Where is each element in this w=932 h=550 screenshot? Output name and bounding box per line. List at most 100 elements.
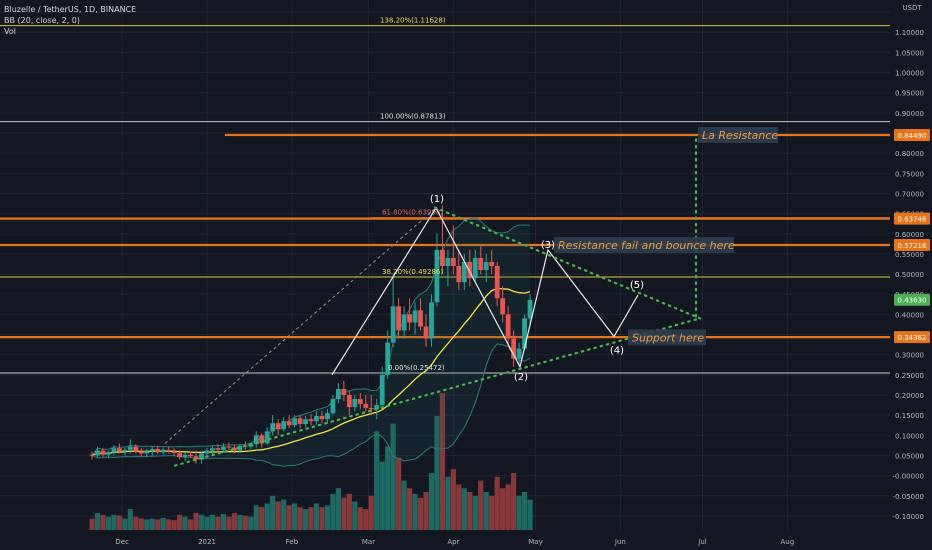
candle-body	[456, 266, 462, 283]
candle-body	[221, 446, 226, 450]
time-tick-label: 2021	[198, 538, 216, 546]
annotation-text: Resistance fail and bounce here	[558, 239, 735, 252]
legend-bb[interactable]: BB (20, close, 2, 0)	[4, 16, 80, 25]
price-tick-label: 0.60000	[895, 231, 924, 239]
volume-bar	[511, 473, 517, 530]
annotation-box	[628, 329, 706, 346]
support-trendline	[173, 317, 702, 467]
volume-bar	[166, 519, 172, 530]
candle-body	[374, 405, 380, 410]
price-tick-label: 0.25000	[895, 372, 924, 380]
candle-body	[363, 403, 369, 408]
volume-bar	[291, 503, 298, 530]
price-tick-label: 0.15000	[895, 412, 924, 420]
price-label-box	[894, 212, 930, 225]
candle-body	[500, 298, 506, 315]
price-tick-label: 0.30000	[895, 352, 924, 360]
volume-bar	[193, 512, 199, 530]
volume-bar	[138, 518, 144, 530]
volume-bar	[160, 517, 166, 530]
volume-bar	[302, 509, 309, 530]
fib-level-label: 0.00%(0.25472)	[388, 364, 445, 372]
volume-bar	[226, 516, 232, 530]
price-label-text: 0.57216	[898, 242, 927, 250]
volume-bar	[209, 514, 216, 530]
candle-body	[116, 448, 122, 452]
candle-body	[264, 431, 270, 444]
candle-body	[472, 257, 478, 279]
candle-body	[527, 299, 533, 319]
candle-body	[259, 435, 265, 444]
volume-bar	[489, 495, 495, 530]
volume-bar	[270, 495, 276, 530]
volume-bar	[363, 509, 369, 530]
volume-bar	[341, 497, 347, 530]
volume-bar	[527, 499, 533, 530]
volume-bar	[346, 493, 352, 530]
volume-bar	[133, 516, 139, 530]
volume-bar	[281, 499, 287, 530]
price-label-text: 0.63746	[898, 216, 927, 224]
candle-body	[516, 348, 522, 359]
volume-bar	[357, 507, 363, 530]
volume-bar	[127, 509, 133, 530]
candle-body	[445, 257, 451, 266]
candle-body	[210, 448, 215, 451]
volume-bar	[396, 457, 402, 530]
volume-bar	[521, 492, 528, 530]
volume-bar	[253, 505, 259, 530]
candle-body	[412, 310, 418, 323]
time-tick-label: Aug	[781, 538, 795, 546]
price-label-text: 0.84490	[898, 132, 927, 140]
candle-body	[166, 449, 172, 452]
legend-vol[interactable]: Vol	[4, 27, 16, 36]
volume-bar	[417, 497, 424, 530]
time-tick-label: Jun	[614, 538, 626, 546]
volume-bar	[144, 519, 150, 530]
candle-body	[483, 261, 489, 271]
time-tick-label: Apr	[447, 538, 459, 546]
volume-bar	[379, 461, 385, 530]
candle-body	[160, 449, 166, 453]
candle-body	[423, 326, 429, 339]
price-tick-label: 1.00000	[895, 70, 924, 78]
volume-bar	[89, 518, 95, 530]
volume-bar	[313, 503, 320, 530]
candle-body	[127, 446, 133, 450]
price-tick-label: 0.80000	[895, 150, 924, 158]
candle-body	[450, 257, 456, 266]
volume-bar	[385, 446, 391, 530]
candle-body	[346, 395, 352, 408]
price-axis[interactable]: USDT 1.10000 1.05000 1.00000 0.95000 0.90000 0…	[890, 0, 932, 550]
volume-bar	[259, 507, 265, 530]
candle-body	[144, 451, 150, 454]
volume-bar	[182, 516, 188, 530]
volume-bar	[456, 484, 462, 530]
annotation-text: Support here	[632, 331, 704, 344]
legend-symbol[interactable]: Bluzelle / TetherUS, 1D, BINANCE	[4, 5, 137, 14]
candle-body	[89, 454, 95, 456]
time-axis[interactable]: Dec 2021 Feb Mar Apr May Jun Jul Aug	[0, 533, 890, 550]
volume-bar	[412, 493, 418, 530]
fib-level-label: 138.20%(1.11628)	[380, 17, 446, 25]
elliott-wave-path	[331, 206, 639, 376]
time-tick-label: Feb	[286, 538, 299, 546]
price-axis-background	[890, 0, 932, 550]
candle-body	[177, 453, 183, 458]
wave-label: (5)	[630, 280, 644, 291]
volume-bar	[264, 503, 270, 530]
candle-body	[286, 421, 292, 426]
price-tick-label: 0.05000	[895, 452, 924, 460]
candle-body	[330, 399, 336, 414]
candle-body	[494, 266, 500, 299]
volume-bar	[204, 516, 210, 530]
candle-body	[215, 448, 221, 450]
candle-body	[111, 448, 117, 453]
annotation-box	[554, 237, 734, 254]
wave-label: (1)	[430, 194, 444, 205]
candle-body	[379, 374, 385, 406]
candle-body	[522, 318, 527, 349]
volume-bar	[461, 488, 467, 530]
candle-body	[275, 423, 281, 430]
